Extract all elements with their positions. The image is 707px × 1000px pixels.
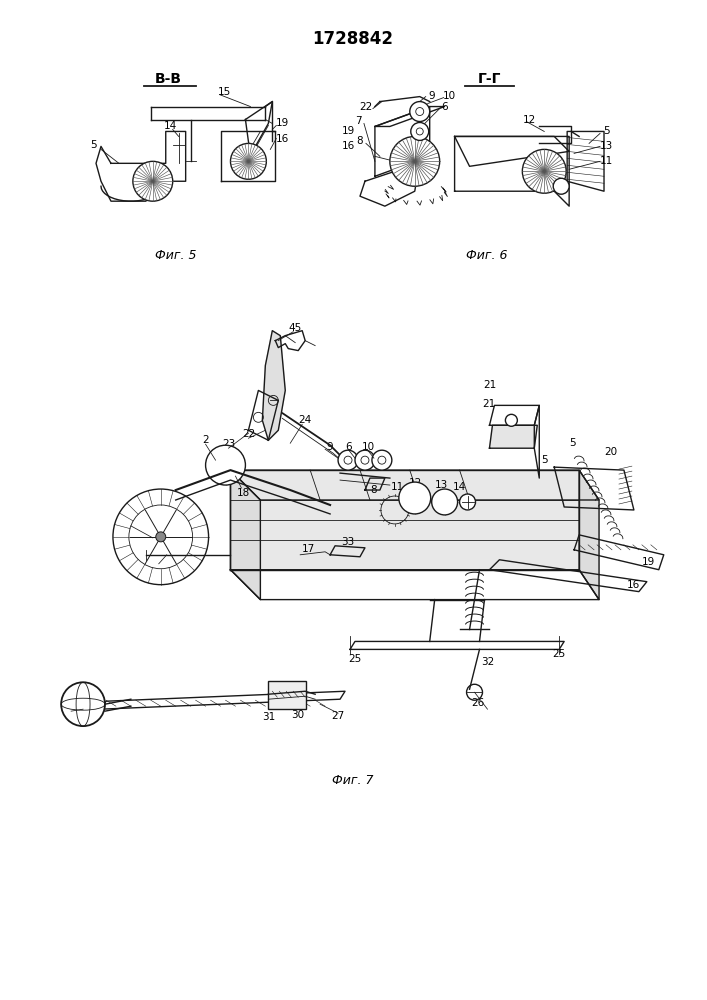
Text: 31: 31 [262, 712, 275, 722]
Text: 26: 26 [471, 698, 484, 708]
Text: 5: 5 [90, 140, 96, 150]
Text: 21: 21 [483, 380, 496, 390]
Text: 8: 8 [370, 485, 378, 495]
Text: 5: 5 [602, 126, 609, 136]
Polygon shape [262, 331, 285, 440]
Text: 15: 15 [218, 87, 231, 97]
Text: 6: 6 [346, 442, 352, 452]
Text: 2: 2 [202, 435, 209, 445]
Circle shape [522, 149, 566, 193]
Text: 17: 17 [302, 544, 315, 554]
Polygon shape [230, 470, 260, 600]
Circle shape [411, 122, 428, 140]
Text: 6: 6 [441, 102, 448, 112]
Text: 11: 11 [391, 482, 404, 492]
Text: 3: 3 [156, 563, 162, 573]
Text: 19: 19 [276, 118, 289, 128]
Text: 32: 32 [481, 657, 494, 667]
Text: 12: 12 [409, 478, 422, 488]
Text: 12: 12 [522, 115, 536, 125]
Text: 33: 33 [341, 537, 355, 547]
Text: 18: 18 [237, 488, 250, 498]
FancyBboxPatch shape [269, 681, 306, 709]
Text: 1: 1 [127, 518, 134, 528]
Text: 11: 11 [600, 156, 613, 166]
Text: 20: 20 [604, 447, 617, 457]
Text: Фиг. 6: Фиг. 6 [466, 249, 507, 262]
Text: 29: 29 [64, 709, 78, 719]
Text: 16: 16 [276, 134, 289, 144]
Text: 5: 5 [569, 438, 575, 448]
Text: 16: 16 [627, 580, 641, 590]
Text: 27: 27 [332, 711, 345, 721]
Text: 16: 16 [341, 141, 355, 151]
Text: 8: 8 [356, 136, 363, 146]
Text: 14: 14 [453, 482, 466, 492]
Circle shape [230, 143, 267, 179]
Circle shape [372, 450, 392, 470]
Text: 23: 23 [222, 439, 235, 449]
Text: 13: 13 [435, 480, 448, 490]
Circle shape [390, 136, 440, 186]
Circle shape [410, 102, 430, 121]
Circle shape [399, 482, 431, 514]
Circle shape [113, 489, 209, 585]
Circle shape [506, 414, 518, 426]
Text: 10: 10 [361, 442, 375, 452]
Text: 9: 9 [327, 442, 334, 452]
Text: Фиг. 5: Фиг. 5 [155, 249, 197, 262]
Text: 19: 19 [642, 557, 655, 567]
Text: 24: 24 [298, 415, 312, 425]
Text: 30: 30 [292, 710, 305, 720]
Text: 45: 45 [288, 323, 302, 333]
Text: Фиг. 7: Фиг. 7 [332, 774, 374, 787]
Polygon shape [579, 470, 599, 600]
Circle shape [432, 489, 457, 515]
Text: 13: 13 [600, 141, 613, 151]
Polygon shape [489, 425, 537, 448]
Text: 10: 10 [443, 91, 456, 101]
Text: 21: 21 [482, 399, 495, 409]
Polygon shape [230, 470, 579, 570]
Text: 25: 25 [349, 654, 361, 664]
Text: В-В: В-В [156, 72, 182, 86]
Text: 22: 22 [359, 102, 373, 112]
Circle shape [355, 450, 375, 470]
Polygon shape [230, 470, 599, 500]
Circle shape [61, 682, 105, 726]
Circle shape [338, 450, 358, 470]
Text: 22: 22 [242, 429, 255, 439]
Text: 19: 19 [341, 126, 355, 136]
Text: Г-Г: Г-Г [478, 72, 501, 86]
Circle shape [460, 494, 476, 510]
Circle shape [156, 532, 165, 542]
Text: 5: 5 [541, 455, 547, 465]
Circle shape [553, 178, 569, 194]
Text: 25: 25 [553, 649, 566, 659]
Text: 1728842: 1728842 [312, 30, 394, 48]
Circle shape [206, 445, 245, 485]
Text: 9: 9 [428, 91, 435, 101]
Circle shape [133, 161, 173, 201]
Text: 14: 14 [164, 121, 177, 131]
Text: 7: 7 [355, 116, 361, 126]
Text: 7: 7 [346, 460, 354, 470]
